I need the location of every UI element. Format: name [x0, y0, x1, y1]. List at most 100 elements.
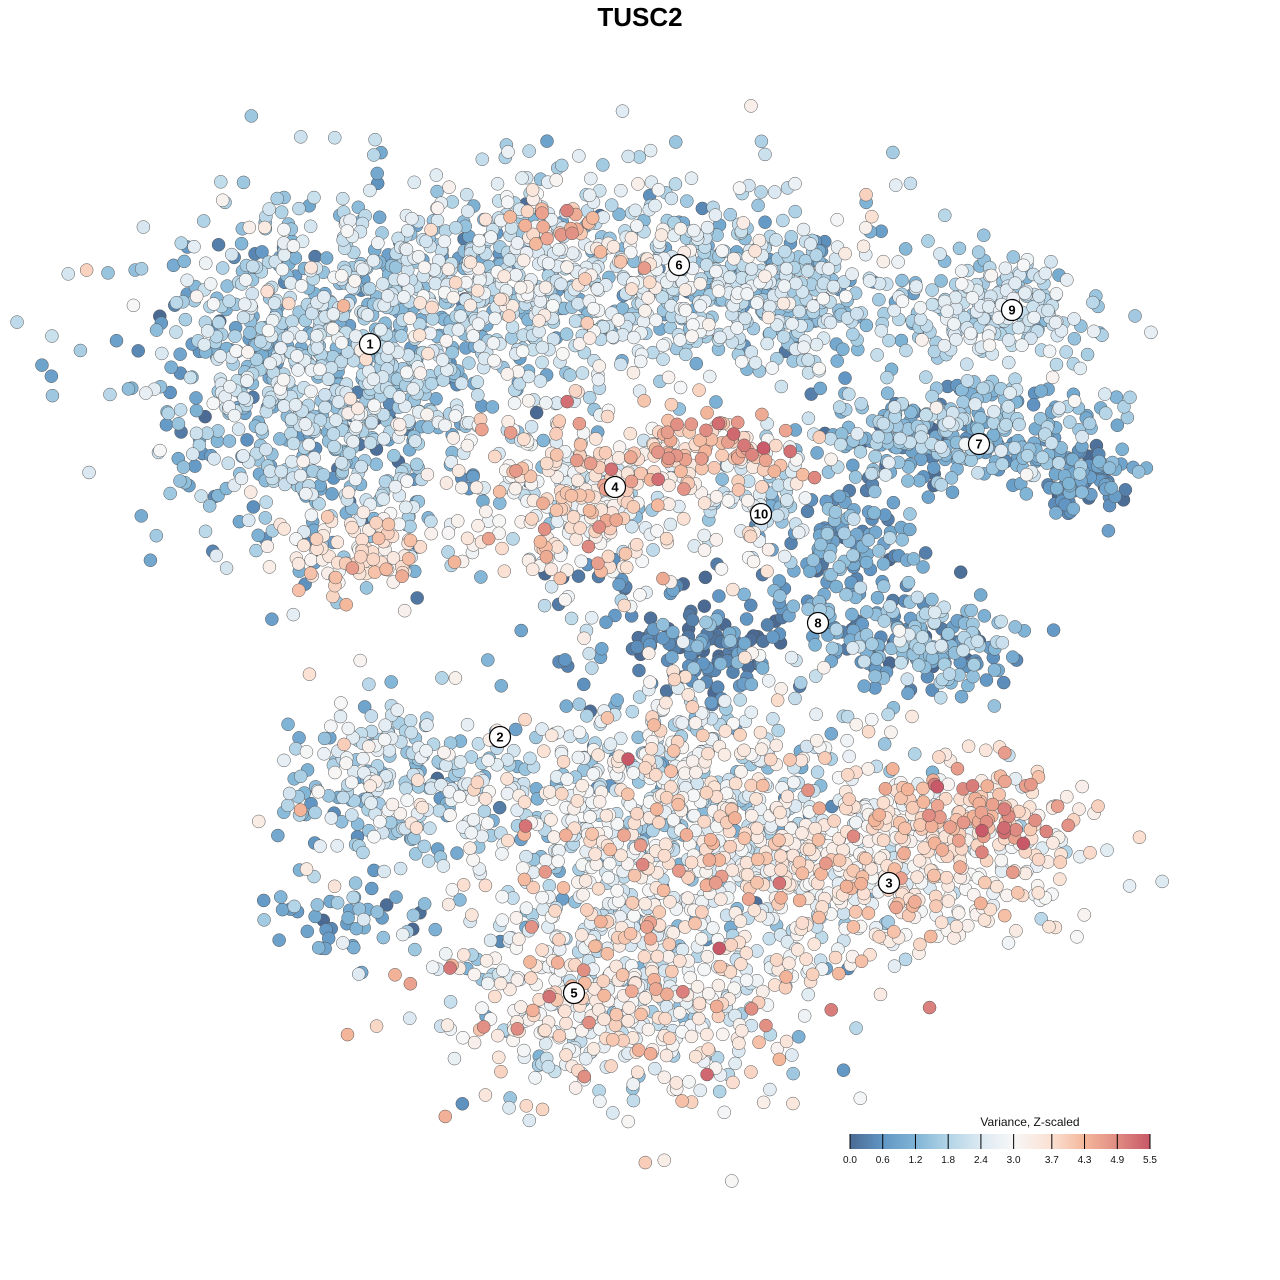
data-point: [949, 332, 963, 347]
data-point: [290, 349, 304, 363]
data-point: [592, 795, 607, 809]
data-point: [800, 264, 815, 278]
data-point: [702, 369, 717, 384]
data-point: [547, 830, 561, 844]
data-point: [296, 454, 310, 469]
data-point: [207, 452, 221, 466]
data-point: [1049, 357, 1064, 372]
data-point: [359, 581, 374, 595]
data-point: [825, 641, 840, 656]
data-point: [773, 589, 787, 603]
data-point: [455, 1097, 470, 1111]
data-point: [103, 387, 117, 402]
data-point: [571, 569, 586, 583]
data-point: [262, 560, 277, 574]
data-point: [929, 401, 944, 415]
data-point: [407, 175, 421, 190]
data-point: [277, 753, 291, 768]
data-point: [810, 733, 824, 748]
data-point: [507, 396, 522, 410]
data-point: [254, 421, 269, 436]
data-point: [521, 394, 536, 408]
data-point: [325, 487, 339, 501]
data-point: [1045, 370, 1060, 385]
data-point: [572, 697, 586, 712]
data-point: [810, 446, 824, 460]
data-point: [544, 813, 558, 827]
data-point: [294, 279, 309, 293]
data-point: [512, 932, 526, 946]
data-point: [687, 223, 701, 238]
data-point: [45, 329, 59, 343]
data-point: [256, 893, 271, 908]
data-point: [340, 224, 355, 238]
data-point: [328, 130, 342, 145]
data-point: [881, 707, 895, 722]
data-point: [643, 611, 658, 625]
data-point: [494, 679, 509, 693]
data-point: [196, 214, 211, 228]
data-point: [368, 132, 382, 147]
data-point: [901, 575, 916, 590]
data-point: [760, 618, 775, 632]
data-point: [345, 808, 359, 822]
data-point: [262, 202, 276, 216]
data-point: [813, 537, 828, 552]
data-point: [259, 442, 273, 457]
data-point: [933, 690, 948, 705]
data-point: [551, 854, 565, 868]
data-point: [621, 1114, 635, 1129]
data-point: [535, 340, 550, 355]
data-point: [872, 292, 886, 307]
data-point: [853, 1091, 868, 1106]
data-point: [912, 641, 927, 656]
data-point: [717, 1105, 732, 1120]
data-point: [971, 245, 986, 259]
data-point: [257, 913, 271, 927]
data-point: [400, 793, 414, 807]
data-point: [894, 655, 908, 670]
data-point: [286, 239, 301, 253]
data-point: [330, 896, 345, 910]
data-point: [509, 911, 524, 925]
data-point: [829, 622, 844, 637]
data-point: [630, 219, 644, 233]
data-point: [445, 345, 459, 360]
data-point: [484, 230, 498, 244]
data-point: [916, 560, 930, 574]
data-point: [837, 526, 851, 541]
data-point: [390, 703, 405, 717]
data-point: [836, 1063, 851, 1077]
data-point: [861, 533, 876, 547]
data-point: [293, 769, 308, 784]
data-point: [850, 306, 864, 321]
data-point: [1042, 344, 1057, 359]
data-point: [308, 805, 322, 820]
data-point: [163, 486, 177, 501]
data-point: [864, 467, 879, 481]
data-point: [541, 1059, 555, 1074]
data-point: [925, 592, 939, 607]
data-point: [572, 149, 586, 163]
data-point: [610, 884, 624, 898]
data-point: [372, 210, 387, 225]
data-point: [346, 890, 360, 905]
data-point: [291, 363, 305, 377]
data-point: [572, 725, 587, 740]
data-point: [224, 247, 239, 262]
data-point: [900, 672, 915, 686]
data-point: [487, 353, 501, 368]
data-point: [706, 921, 720, 935]
data-point: [396, 273, 411, 287]
data-point: [748, 356, 763, 370]
data-point: [577, 631, 591, 646]
data-point: [479, 504, 493, 519]
data-point: [895, 533, 909, 547]
data-point: [785, 1048, 799, 1062]
data-point: [277, 222, 291, 237]
data-point: [709, 395, 723, 409]
data-point: [758, 215, 772, 229]
data-point: [263, 356, 277, 371]
data-point: [728, 1056, 742, 1071]
